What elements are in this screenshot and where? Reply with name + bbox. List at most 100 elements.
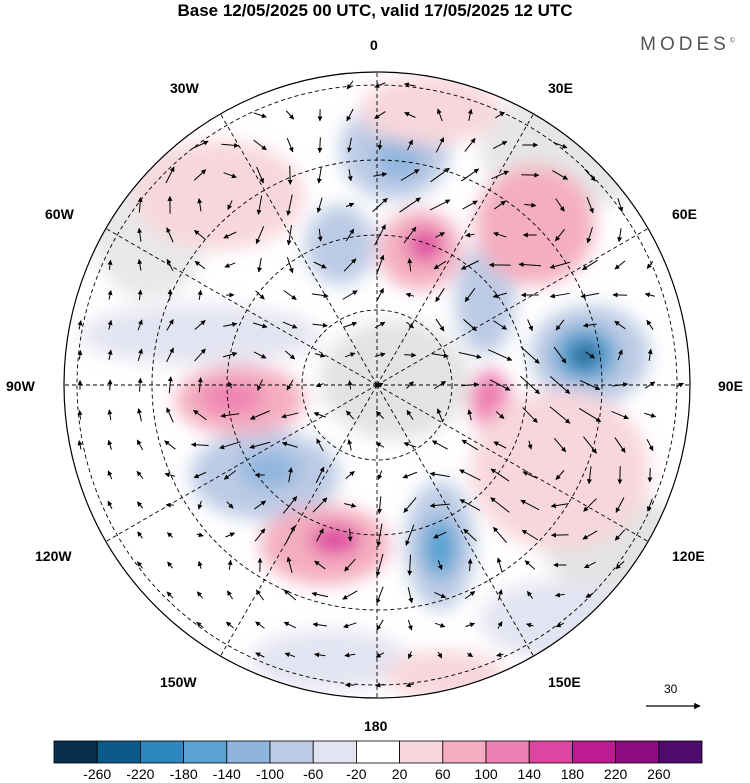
colorbar-tick-label: -100: [255, 766, 285, 782]
wind-vector: [345, 228, 355, 242]
wind-vector: [647, 468, 653, 483]
wind-vector: [462, 200, 478, 210]
wind-vector: [611, 411, 629, 420]
wind-vector: [255, 621, 265, 629]
wind-vector: [283, 621, 297, 629]
wind-vector: [287, 165, 293, 185]
wind-vector: [314, 352, 326, 358]
wind-vector: [256, 195, 263, 215]
wind-vector: [377, 140, 383, 151]
wind-vector: [407, 554, 413, 576]
reference-vector-arrow: [646, 702, 701, 710]
wind-vector: [496, 557, 503, 573]
wind-vector: [317, 137, 323, 154]
wind-vector: [429, 199, 451, 211]
wind-vector: [313, 261, 327, 269]
wind-vector: [374, 111, 386, 119]
colorbar-tick-label: -260: [83, 766, 112, 782]
wind-vector: [407, 139, 413, 151]
wind-vector: [524, 202, 537, 208]
wind-vector: [196, 532, 204, 538]
wind-vector: [197, 289, 203, 300]
wind-vector: [227, 559, 233, 570]
wind-vector: [582, 259, 598, 271]
meridian-line-240: [105, 384, 378, 542]
wind-vector: [437, 560, 443, 571]
wind-vector: [346, 108, 354, 122]
colorbar-swatch: [442, 740, 487, 764]
wind-vector: [646, 498, 653, 512]
wind-vector: [223, 231, 237, 239]
wind-vector: [458, 351, 482, 359]
wind-vector: [490, 497, 510, 513]
wind-vector: [107, 289, 113, 300]
wind-vector: [403, 497, 417, 513]
colorbar-swatch: [140, 740, 185, 764]
wind-vector: [223, 470, 237, 480]
wind-vector: [554, 592, 565, 598]
wind-vector: [193, 409, 207, 421]
wind-vector: [429, 503, 450, 508]
wind-vector: [375, 652, 385, 658]
wind-vector: [315, 466, 325, 484]
wind-vector: [190, 442, 209, 448]
wind-vector: [646, 261, 654, 269]
wind-vector: [343, 321, 358, 328]
wind-vector: [614, 260, 626, 270]
wind-vector: [583, 436, 597, 454]
wind-vector: [524, 560, 536, 570]
wind-vector: [617, 349, 623, 361]
wind-vector: [312, 322, 328, 328]
wind-vector: [347, 169, 353, 182]
wind-vector: [342, 290, 358, 300]
wind-vector: [527, 319, 533, 332]
wind-vector: [220, 413, 240, 419]
colorbar-swatch: [269, 740, 314, 764]
wind-vector: [344, 502, 357, 508]
wind-vector: [223, 172, 237, 179]
latitude-circle-4: [76, 84, 678, 686]
wind-vector: [249, 441, 271, 449]
wind-vector: [316, 197, 323, 213]
wind-vector: [583, 498, 597, 512]
wind-vector: [402, 471, 418, 479]
meridian-label-150w: 150W: [160, 674, 197, 690]
wind-vector: [226, 590, 234, 600]
wind-vector: [311, 591, 329, 598]
wind-vector: [107, 319, 113, 330]
wind-vector: [255, 226, 265, 245]
wind-vector: [405, 292, 415, 298]
wind-vector: [617, 198, 624, 213]
wind-vector: [522, 471, 538, 479]
wind-vector: [284, 350, 296, 360]
colorbar-tick-label: -220: [126, 766, 155, 782]
wind-vector: [164, 440, 176, 450]
wind-vector: [617, 228, 623, 243]
colorbar-tick-label: 180: [560, 766, 585, 782]
wind-vector: [77, 350, 83, 360]
meridian-label-120e: 120E: [672, 548, 705, 564]
colorbar-tick-label: 60: [435, 766, 451, 782]
colorbar-tick-label: 260: [647, 766, 671, 782]
colorbar-tick-label: 220: [603, 766, 628, 782]
wind-vector: [343, 258, 357, 272]
meridian-label-60e: 60E: [672, 206, 697, 222]
wind-vector: [285, 525, 295, 545]
wind-vector: [344, 652, 356, 658]
wind-vector: [317, 228, 323, 242]
wind-vector: [435, 288, 445, 303]
wind-vector: [493, 231, 507, 238]
wind-vector: [166, 347, 174, 363]
wind-vector: [137, 531, 143, 539]
wind-vector: [347, 137, 352, 153]
colorbar: [53, 740, 703, 764]
wind-vector: [552, 141, 568, 149]
wind-vector: [491, 170, 509, 180]
brand-name: MODES: [640, 34, 730, 55]
colorbar-tick-label: -20: [346, 766, 367, 782]
brand-logo: MODES©: [640, 34, 735, 56]
wind-vector: [467, 409, 473, 421]
wind-vector: [344, 352, 356, 358]
wind-vector: [254, 500, 267, 510]
wind-vector: [166, 227, 174, 243]
